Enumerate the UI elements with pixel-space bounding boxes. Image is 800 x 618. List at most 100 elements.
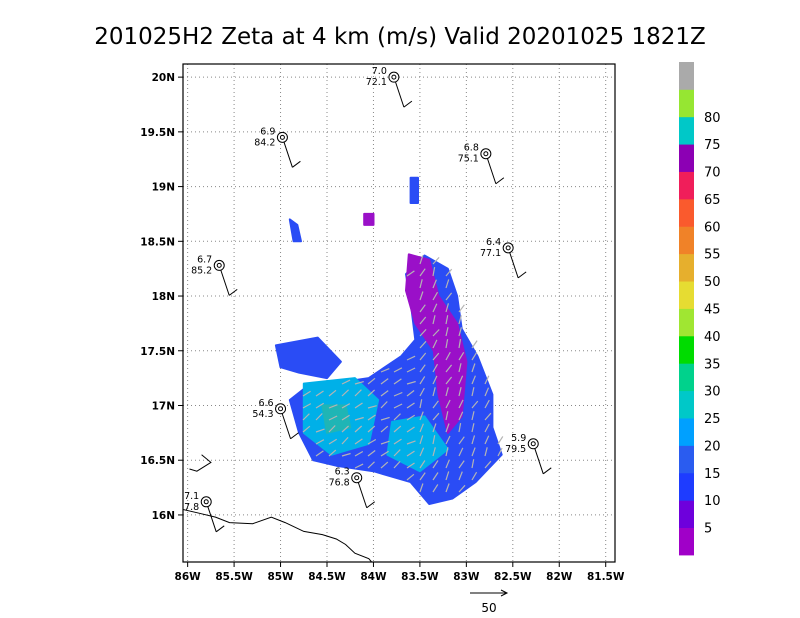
wind-vector: [302, 390, 311, 397]
wind-vector: [445, 376, 453, 385]
wind-vector: [406, 355, 416, 361]
wind-vector: [367, 389, 376, 397]
colorbar-bin: [679, 445, 694, 474]
wind-vector: [432, 472, 439, 481]
x-tick-label: 82W: [546, 571, 573, 583]
y-tick-label: 16.5N: [140, 455, 175, 467]
reference-vector-label: 50: [481, 601, 496, 615]
wind-vector: [419, 279, 423, 289]
wind-vector: [393, 403, 403, 409]
wind-vector: [445, 327, 449, 337]
wind-vector: [380, 368, 390, 373]
station-circle-inner: [505, 245, 511, 251]
wind-vector: [445, 471, 450, 481]
wind-vector: [445, 292, 453, 301]
wind-vector: [458, 304, 465, 313]
wind-vector: [419, 399, 423, 409]
wind-vector: [432, 315, 436, 325]
y-tick-label: 18N: [152, 291, 175, 303]
colorbar-label: 50: [704, 275, 721, 290]
wind-vector: [341, 389, 350, 397]
wind-vector: [393, 391, 403, 397]
station-circle: [276, 131, 288, 143]
wind-vector: [458, 387, 462, 397]
y-tick-label: 16N: [152, 510, 175, 522]
station-top-value: 5.9: [511, 433, 526, 444]
island-coast: [189, 454, 212, 472]
wind-vector: [458, 375, 464, 385]
radar-echo: [321, 404, 352, 434]
wind-vector: [419, 304, 426, 313]
y-tick-label: 19.5N: [140, 127, 175, 139]
radar-echo: [363, 212, 375, 226]
wind-barb-flag: [228, 288, 238, 296]
station-plots: 7.072.1 6.984.2 6.875.1 6.785.2 6.477.1 6.654…: [184, 66, 552, 533]
wind-vector: [419, 435, 424, 445]
wind-vector: [406, 402, 415, 409]
station-plot: 7.17.8: [184, 491, 225, 533]
wind-vector: [445, 435, 451, 445]
wind-vector: [341, 379, 351, 385]
wind-vector: [484, 460, 492, 469]
wind-vector: [432, 303, 438, 313]
wind-vector: [419, 447, 425, 457]
wind-vector: [393, 460, 401, 469]
wind-vector: [393, 367, 403, 373]
wind-barb-flag: [517, 271, 527, 279]
x-tick-label: 82.5W: [494, 571, 532, 583]
wind-vector: [380, 450, 389, 457]
wind-vector: [432, 423, 437, 433]
wind-vector: [484, 375, 490, 385]
wind-vector: [380, 401, 388, 409]
wind-vector: [471, 435, 476, 445]
x-tick-label: 83.5W: [401, 571, 439, 583]
wind-vector: [367, 414, 376, 421]
wind-vector: [328, 425, 336, 433]
station-plot: 6.477.1: [480, 237, 527, 279]
wind-vector: [419, 483, 424, 493]
colorbar-bin: [679, 198, 694, 227]
colorbar-label: 80: [704, 111, 721, 126]
wind-vector: [497, 447, 503, 457]
colorbar-bin: [679, 226, 694, 255]
wind-vector: [484, 447, 488, 457]
wind-vector: [419, 340, 427, 349]
wind-barb-flag: [215, 525, 225, 533]
wind-vector: [393, 449, 401, 457]
wind-vector: [432, 387, 436, 397]
wind-vector: [367, 425, 376, 433]
wind-vector: [406, 270, 415, 277]
wind-vector: [328, 449, 337, 457]
wind-vector: [315, 390, 324, 397]
wind-vector: [354, 425, 363, 433]
wind-vector: [406, 390, 415, 397]
colorbar-label: 30: [704, 385, 721, 400]
station-circle-inner: [203, 499, 209, 505]
wind-vector: [354, 416, 364, 421]
wind-vector: [419, 376, 426, 385]
wind-vector: [471, 363, 476, 373]
wind-vector: [328, 415, 338, 421]
wind-vector: [419, 472, 426, 481]
colorbar-bin: [679, 500, 694, 529]
colorbar-label: 45: [704, 303, 721, 318]
wind-vector: [471, 423, 475, 433]
wind-vector: [406, 440, 416, 445]
colorbar-label: 70: [704, 166, 721, 181]
wind-vector: [471, 447, 476, 457]
wind-vector: [328, 438, 338, 445]
station-circle-inner: [391, 74, 397, 80]
wind-vector: [432, 435, 436, 445]
station-plot: 6.785.2: [191, 254, 238, 296]
reference-vector-arrowhead: [500, 589, 509, 597]
wind-vector: [302, 403, 312, 409]
wind-vector: [302, 413, 310, 421]
station-circle-inner: [279, 134, 285, 140]
wind-vector: [471, 387, 475, 397]
wind-vector: [419, 364, 426, 373]
wind-vector: [367, 405, 377, 409]
lat-lon-grid: [183, 64, 615, 562]
wind-vector: [445, 268, 453, 277]
station-bottom-value: 85.2: [191, 265, 212, 276]
